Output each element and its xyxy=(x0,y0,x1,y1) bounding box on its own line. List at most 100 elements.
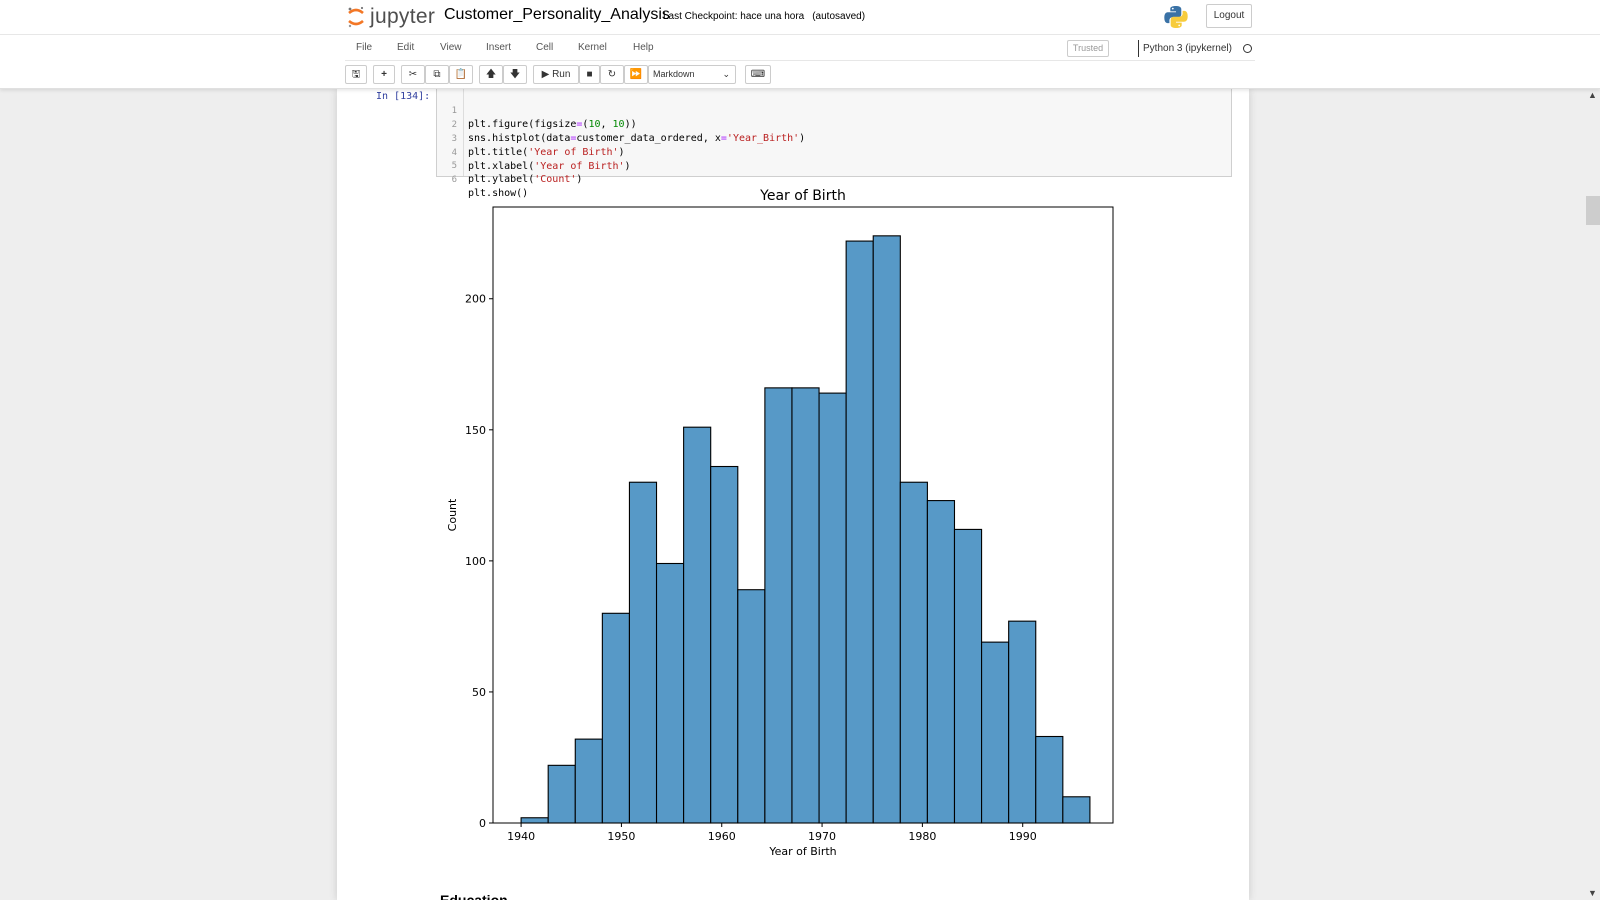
paste-button[interactable]: 📋 xyxy=(449,65,473,84)
interrupt-button[interactable]: ■ xyxy=(579,65,600,84)
insert-cell-button[interactable]: + xyxy=(373,65,395,84)
line-number: 5 xyxy=(451,161,457,171)
histogram-bar xyxy=(899,481,928,824)
trusted-badge[interactable]: Trusted xyxy=(1067,40,1109,57)
plot-frame xyxy=(492,206,1114,824)
logo-text: jupyter xyxy=(370,5,436,28)
x-tick-label: 1980 xyxy=(908,830,936,843)
main-toolbar: 🖫 + ✂ ⧉ 📋 🡅 🡇 ▶ Run ■ ↻ ⏩ Markdown ⌄ ⌨ xyxy=(345,64,1255,86)
code-cell-editor[interactable]: 1 plt.figure(figsize=(10, 10)) 2 sns.his… xyxy=(436,89,1232,199)
line-number: 6 xyxy=(451,175,457,185)
run-label: Run xyxy=(552,69,571,80)
restart-button[interactable]: ↻ xyxy=(600,65,624,84)
paste-icon: 📋 xyxy=(454,69,468,80)
notebook-name[interactable]: Customer_Personality_Analysis xyxy=(444,6,670,23)
arrow-down-icon: 🡇 xyxy=(509,69,521,80)
y-tick-label: 100 xyxy=(465,555,486,568)
chevron-down-icon: ⌄ xyxy=(722,69,730,79)
scroll-up-arrow-icon[interactable]: ▲ xyxy=(1588,90,1597,100)
code-line: 1 plt.figure(figsize=(10, 10)) xyxy=(437,90,1231,130)
checkpoint-text: Last Checkpoint: hace una hora xyxy=(663,11,805,22)
cell-type-select[interactable]: Markdown ⌄ xyxy=(648,65,736,84)
logout-button[interactable]: Logout xyxy=(1206,4,1252,28)
keyboard-icon: ⌨ xyxy=(750,69,766,80)
copy-icon: ⧉ xyxy=(433,69,441,80)
jupyter-logo[interactable]: jupyter xyxy=(346,4,435,30)
code-text: plt.show() xyxy=(468,188,529,199)
cell-type-value: Markdown xyxy=(653,69,695,79)
y-tick-label: 0 xyxy=(479,817,486,830)
command-palette-button[interactable]: ⌨ xyxy=(745,65,771,84)
y-tick-label: 150 xyxy=(465,424,486,437)
code-line: 6 plt.show() xyxy=(437,159,1231,199)
line-number-gutter xyxy=(437,89,464,176)
histogram-bar xyxy=(1062,796,1091,824)
x-axis-label: Year of Birth xyxy=(768,845,836,858)
header-container: jupyter Customer_Personality_Analysis La… xyxy=(0,0,1600,35)
copy-button[interactable]: ⧉ xyxy=(425,65,449,84)
histogram-bar xyxy=(655,562,685,824)
menu-file[interactable]: File xyxy=(356,42,373,53)
y-tick-label: 50 xyxy=(472,686,486,699)
histogram-bar xyxy=(926,500,956,824)
play-icon: ▶ xyxy=(541,69,550,80)
menu-kernel[interactable]: Kernel xyxy=(578,42,607,53)
cell-prompt: In [134]: xyxy=(376,91,431,102)
move-up-button[interactable]: 🡅 xyxy=(479,65,503,84)
cut-button[interactable]: ✂ xyxy=(401,65,425,84)
move-down-button[interactable]: 🡇 xyxy=(503,65,527,84)
next-cell-heading: Education xyxy=(440,892,508,900)
histogram-bar xyxy=(547,764,576,824)
kernel-status-icon xyxy=(1243,44,1252,53)
scroll-down-arrow-icon[interactable]: ▼ xyxy=(1588,888,1597,898)
histogram-bar xyxy=(818,392,847,824)
kernel-name[interactable]: Python 3 (ipykernel) xyxy=(1138,40,1232,57)
histogram-bar xyxy=(520,817,549,824)
save-button[interactable]: 🖫 xyxy=(345,65,367,84)
arrow-up-icon: 🡅 xyxy=(485,69,497,80)
histogram-bar xyxy=(1035,735,1064,824)
notebook-header: jupyter Customer_Personality_Analysis La… xyxy=(0,0,1600,89)
histogram-bar xyxy=(764,387,793,824)
x-tick-label: 1940 xyxy=(507,830,535,843)
histogram-bar xyxy=(710,465,739,824)
page-scrollbar[interactable] xyxy=(1584,89,1600,900)
run-button[interactable]: ▶ Run xyxy=(533,65,579,84)
menu-insert[interactable]: Insert xyxy=(486,42,512,53)
jupyter-icon xyxy=(348,6,364,28)
code-text: plt.figure(figsize=(10, 10)) xyxy=(468,119,637,130)
x-axis-ticks: 1940 1950 1960 1970 1980 1990 xyxy=(507,823,1037,843)
code-text: plt.ylabel('Count') xyxy=(468,174,583,185)
code-line: 2 sns.histplot(data=customer_data_ordere… xyxy=(437,104,1231,144)
x-tick-label: 1970 xyxy=(808,830,836,843)
histogram-bar xyxy=(791,387,820,824)
menu-view[interactable]: View xyxy=(440,42,462,53)
menu-edit[interactable]: Edit xyxy=(397,42,415,53)
histogram-bars xyxy=(520,235,1091,824)
autosave-status: (autosaved) xyxy=(812,11,866,22)
menu-cell[interactable]: Cell xyxy=(536,42,554,53)
histogram-bar xyxy=(872,235,901,824)
histogram-bar xyxy=(981,641,1010,824)
code-text: plt.title('Year of Birth') xyxy=(468,147,625,158)
code-line: 5 plt.ylabel('Count') xyxy=(437,145,1231,185)
line-number: 1 xyxy=(451,106,457,116)
histogram-bar xyxy=(683,426,712,824)
menu-help[interactable]: Help xyxy=(633,42,654,53)
histogram-bar xyxy=(628,481,658,824)
x-tick-label: 1950 xyxy=(607,830,635,843)
histogram-bar xyxy=(574,738,603,824)
y-axis-label: Count xyxy=(446,498,459,531)
histogram-bar xyxy=(845,240,874,824)
menubar: File Edit View Insert Cell Kernel Help T… xyxy=(345,36,1255,61)
code-line: 3 plt.title('Year of Birth') xyxy=(437,118,1231,158)
code-text: sns.histplot(data=customer_data_ordered,… xyxy=(468,133,806,144)
histogram-bar xyxy=(953,528,983,824)
histogram-bar xyxy=(737,589,766,824)
plus-icon: + xyxy=(381,69,387,80)
x-tick-label: 1990 xyxy=(1009,830,1037,843)
scrollbar-thumb[interactable] xyxy=(1586,196,1600,225)
restart-run-all-button[interactable]: ⏩ xyxy=(624,65,648,84)
scissors-icon: ✂ xyxy=(408,69,418,80)
code-line: 4 plt.xlabel('Year of Birth') xyxy=(437,132,1231,172)
